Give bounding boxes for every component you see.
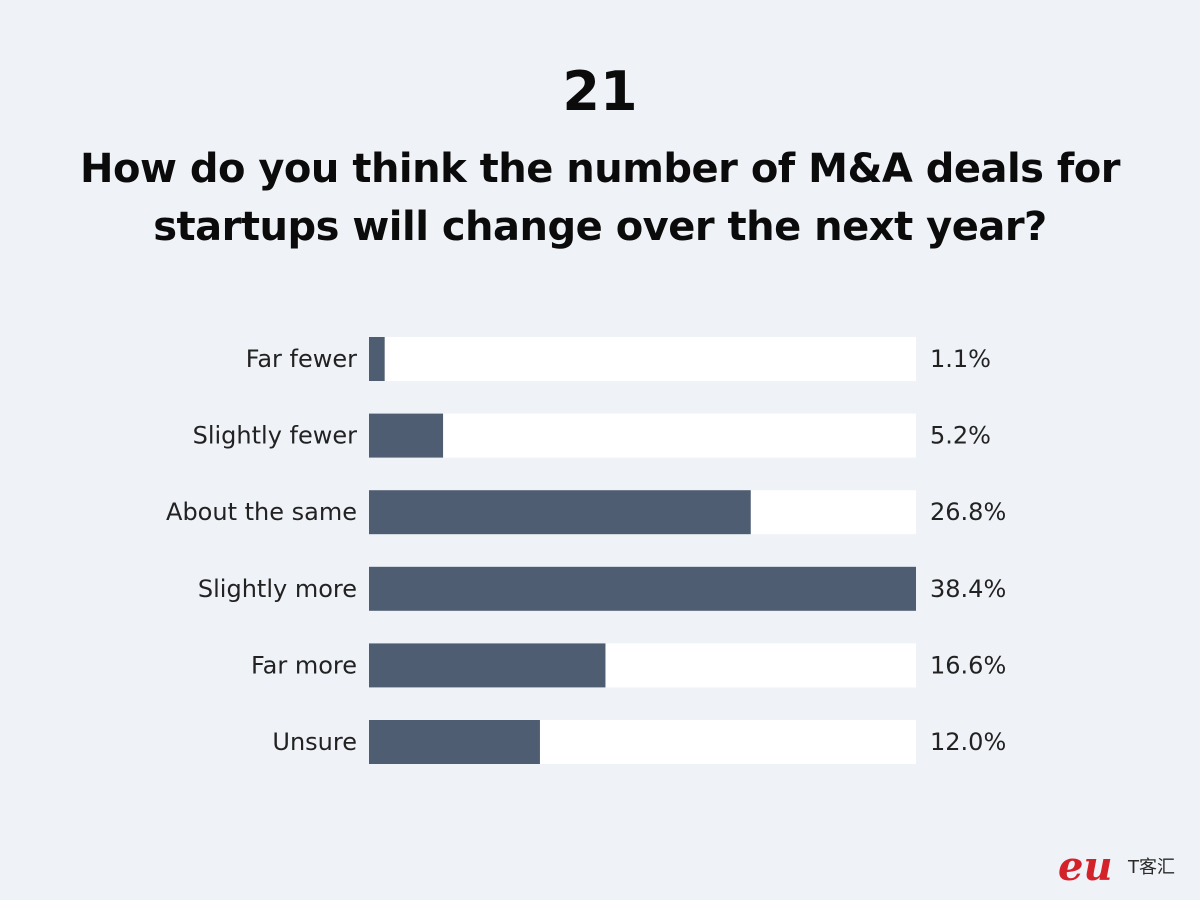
bar-far-more [369,643,606,688]
value-label-far-fewer: 1.1% [930,345,991,373]
value-label-about-the-same: 26.8% [930,498,1006,526]
value-label-far-more: 16.6% [930,651,1006,679]
bar-slightly-fewer [369,413,444,458]
bar-track-far-fewer [369,337,916,381]
brand-logo-mark: eu [1058,843,1113,890]
category-label-slightly-more: Slightly more [198,575,357,603]
category-label-about-the-same: About the same [166,498,357,526]
question-title: How do you think the number of M&A deals… [79,146,1121,250]
value-label-slightly-fewer: 5.2% [930,422,991,450]
bar-about-the-same [369,490,751,535]
bar-slightly-more [369,566,916,611]
category-label-far-more: Far more [251,651,357,679]
value-label-unsure: 12.0% [930,728,1006,756]
category-label-slightly-fewer: Slightly fewer [193,422,358,450]
brand-logo: eu T客汇 [1058,843,1175,890]
slide-number: 21 [562,60,638,123]
value-label-slightly-more: 38.4% [930,575,1006,603]
bar-track-slightly-fewer [369,413,916,458]
category-label-unsure: Unsure [272,728,357,756]
category-label-far-fewer: Far fewer [246,345,357,373]
brand-logo-text: T客汇 [1127,857,1175,878]
bar-far-fewer [369,337,385,381]
bar-unsure [369,720,540,764]
